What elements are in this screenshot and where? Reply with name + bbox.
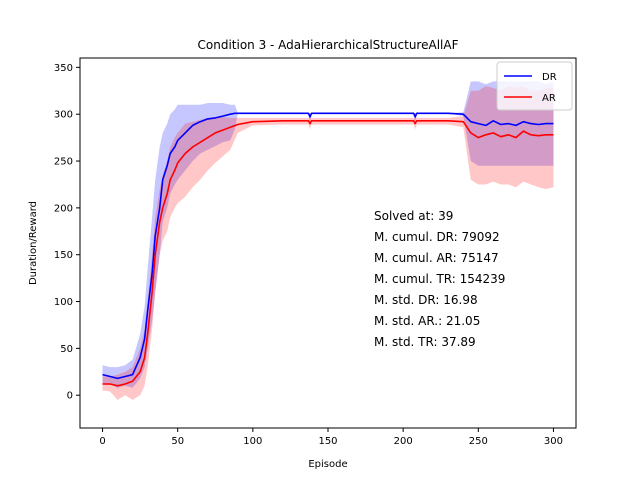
y-tick-label: 300: [54, 110, 73, 121]
chart-title: Condition 3 - AdaHierarchicalStructureAl…: [198, 38, 459, 52]
annotation-block: Solved at: 39 M. cumul. DR: 79092 M. cumul…: [374, 209, 505, 349]
y-axis-label: Duration/Reward: [28, 201, 39, 285]
legend-label-ar: AR: [542, 93, 556, 104]
annotation-line: M. cumul. TR: 154239: [374, 272, 505, 286]
annotation-line: M. std. DR: 16.98: [374, 293, 478, 307]
y-tick-label: 0: [67, 391, 73, 402]
x-tick-label: 300: [544, 436, 563, 447]
x-tick-label: 150: [318, 436, 337, 447]
annotation-line: M. cumul. AR: 75147: [374, 251, 499, 265]
legend-label-dr: DR: [542, 72, 557, 83]
y-tick-label: 200: [54, 203, 73, 214]
legend: DR AR: [496, 61, 573, 111]
annotation-line: M. cumul. DR: 79092: [374, 230, 500, 244]
annotation-line: Solved at: 39: [374, 209, 453, 223]
x-axis-label: Episode: [308, 459, 347, 470]
series-ar-line: [102, 120, 554, 387]
y-tick-label: 50: [60, 344, 73, 355]
annotation-line: M. std. TR: 37.89: [374, 335, 476, 349]
y-tick-label: 150: [54, 250, 73, 261]
series-dr-line: [102, 112, 554, 380]
legend-box: [496, 61, 573, 111]
y-tick-label: 100: [54, 297, 73, 308]
y-tick-label: 350: [54, 63, 73, 74]
series-ar-band: [102, 86, 554, 400]
y-tick-label: 250: [54, 157, 73, 168]
x-tick-label: 0: [99, 436, 105, 447]
x-tick-label: 200: [394, 436, 413, 447]
x-tick-label: 50: [171, 436, 184, 447]
annotation-line: M. std. AR.: 21.05: [374, 314, 480, 328]
series-dr-band: [102, 81, 554, 388]
x-tick-label: 250: [469, 436, 488, 447]
x-tick-label: 100: [243, 436, 262, 447]
